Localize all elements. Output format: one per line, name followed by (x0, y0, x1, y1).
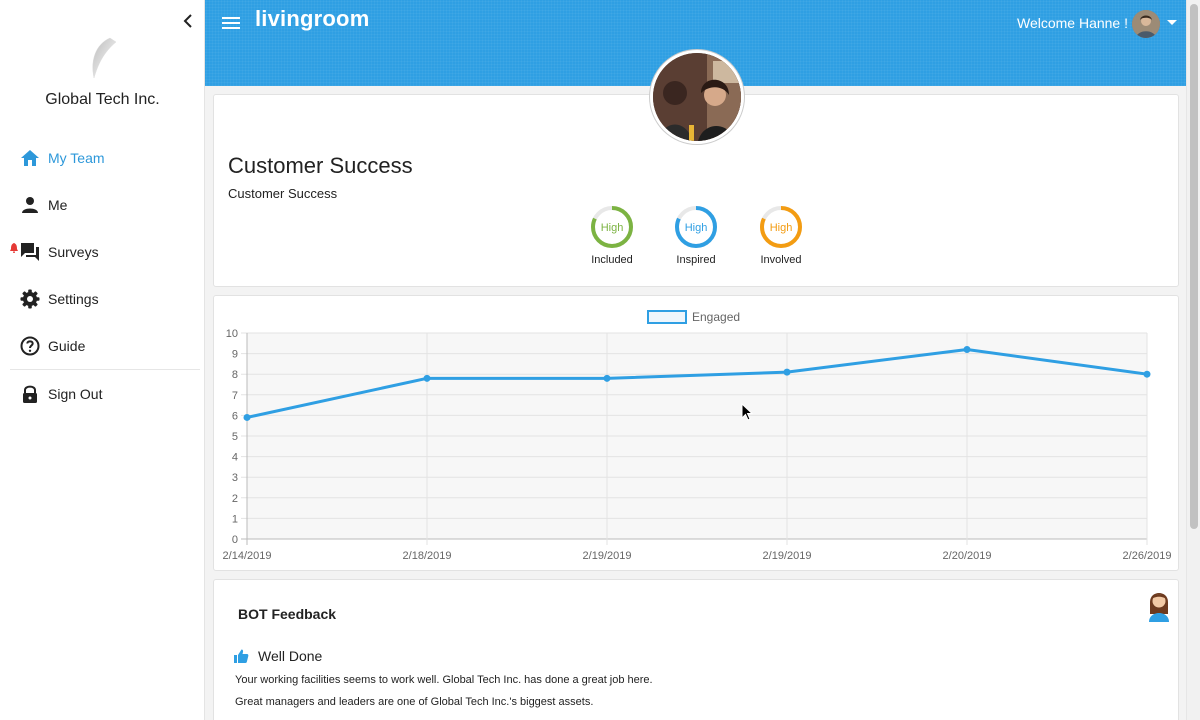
sidebar-nav: My Team Me Surveys (0, 134, 205, 417)
team-subtitle: Customer Success (228, 186, 338, 201)
metric-ring: High (591, 206, 633, 248)
y-tick-label: 5 (232, 431, 238, 443)
sidebar-item-label: Settings (48, 290, 99, 307)
person-icon (20, 195, 40, 215)
sidebar-item-sign-out[interactable]: Sign Out (0, 370, 205, 417)
sidebar-item-label: Sign Out (48, 385, 103, 402)
sidebar-item-my-team[interactable]: My Team (0, 134, 205, 181)
metric-value: High (601, 222, 624, 234)
legend-label: Engaged (692, 310, 741, 324)
data-point (963, 345, 971, 353)
data-point (1143, 370, 1151, 378)
bot-feedback-card: BOT Feedback Well Done Your working faci… (213, 579, 1179, 720)
metric-involved: High Involved (751, 205, 811, 266)
company-logo (86, 34, 122, 82)
sidebar-item-me[interactable]: Me (0, 181, 205, 228)
feedback-line: Your working facilities seems to work we… (235, 674, 653, 686)
y-tick-label: 7 (232, 390, 238, 402)
engagement-line-chart: 0 1 2 3 4 5 6 7 8 9 10 2/14/2019 2/18/2019 2/19/2019 2… (223, 328, 1172, 562)
hamburger-icon (222, 17, 240, 29)
menu-button[interactable] (221, 14, 241, 32)
welcome-text: Welcome Hanne ! (1016, 15, 1128, 31)
data-point (423, 374, 431, 382)
sidebar: Global Tech Inc. My Team Me (0, 0, 205, 720)
x-tick-label: 2/20/2019 (943, 550, 992, 562)
mouse-cursor-icon (741, 403, 753, 421)
legend-swatch (647, 310, 687, 324)
data-point (603, 374, 611, 382)
sidebar-item-label: Surveys (48, 243, 99, 260)
sidebar-item-settings[interactable]: Settings (0, 275, 205, 322)
bot-avatar (1146, 588, 1172, 622)
y-tick-label: 2 (232, 493, 238, 505)
y-tick-label: 8 (232, 369, 238, 381)
metric-label: Included (591, 254, 633, 266)
x-tick-label: 2/14/2019 (223, 550, 272, 562)
y-tick-label: 4 (232, 452, 238, 464)
engagement-chart-card: Engaged 0 1 2 3 4 5 6 7 8 9 10 2/14/2019 2/18/2019 2/… (213, 295, 1179, 571)
y-tick-label: 9 (232, 349, 238, 361)
y-tick-label: 1 (232, 513, 238, 525)
x-tick-label: 2/19/2019 (583, 550, 632, 562)
sidebar-item-label: Guide (48, 337, 86, 354)
y-tick-label: 3 (232, 472, 238, 484)
metric-label: Involved (760, 254, 802, 266)
team-avatar (650, 50, 744, 144)
metric-inspired: High Inspired (666, 205, 726, 266)
brand-logo[interactable]: livingroom (255, 6, 370, 31)
sidebar-item-surveys[interactable]: Surveys (0, 228, 205, 275)
metric-ring: High (760, 206, 802, 248)
x-tick-label: 2/19/2019 (763, 550, 812, 562)
data-point (783, 368, 791, 376)
help-icon (20, 336, 40, 356)
sidebar-item-guide[interactable]: Guide (0, 322, 205, 369)
company-name: Global Tech Inc. (45, 91, 160, 108)
data-point (243, 413, 251, 421)
sidebar-divider (10, 369, 200, 370)
chat-icon (20, 242, 40, 262)
thumbs-up-icon (234, 649, 249, 663)
y-tick-label: 6 (232, 410, 238, 422)
feedback-line: Great managers and leaders are one of Gl… (235, 696, 594, 708)
notification-bell-icon (10, 240, 18, 254)
sidebar-item-label: My Team (48, 149, 105, 166)
gear-icon (20, 289, 40, 309)
x-tick-label: 2/26/2019 (1123, 550, 1172, 562)
metric-value: High (770, 222, 793, 234)
collapse-sidebar-button[interactable] (181, 12, 195, 30)
user-avatar[interactable] (1132, 10, 1160, 38)
scrollbar-thumb[interactable] (1190, 4, 1198, 529)
y-tick-label: 0 (232, 534, 238, 546)
home-icon (20, 148, 40, 168)
chart-legend[interactable]: Engaged (647, 310, 740, 324)
feedback-heading: Well Done (233, 648, 322, 664)
metric-ring: High (675, 206, 717, 248)
metric-label: Inspired (676, 254, 716, 266)
lock-icon (20, 384, 40, 404)
metric-value: High (685, 222, 708, 234)
metric-included: High Included (582, 205, 642, 266)
top-header: livingroom Welcome Hanne ! (205, 0, 1186, 86)
team-title: Customer Success (228, 153, 413, 178)
user-menu-caret-icon[interactable] (1167, 20, 1177, 25)
bot-feedback-title: BOT Feedback (238, 606, 337, 622)
page-scrollbar[interactable] (1186, 0, 1200, 720)
feedback-title: Well Done (258, 648, 323, 664)
x-tick-label: 2/18/2019 (403, 550, 452, 562)
chevron-left-icon (183, 14, 192, 28)
sidebar-item-label: Me (48, 196, 68, 213)
y-tick-label: 10 (226, 328, 238, 340)
series-line-engaged (246, 347, 1148, 419)
